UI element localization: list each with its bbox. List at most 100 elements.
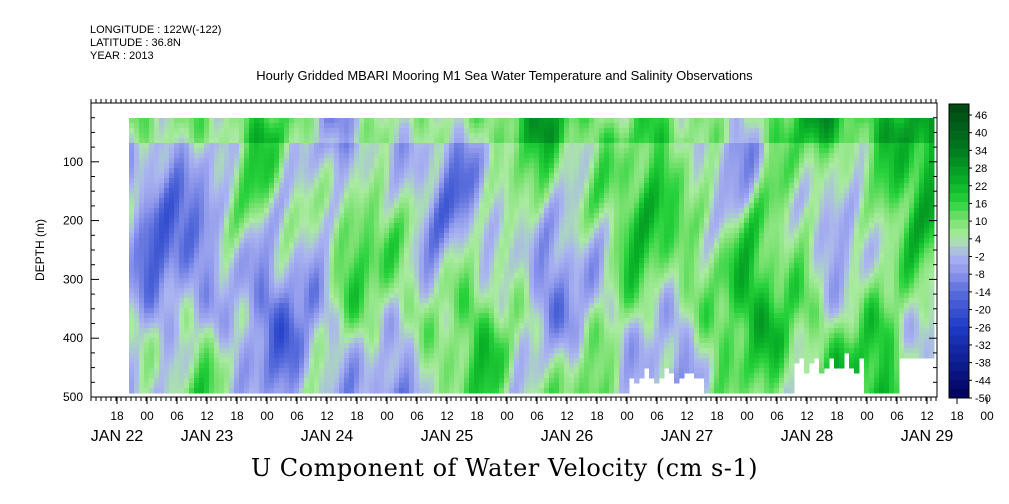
- heatmap-cell: [229, 373, 235, 379]
- heatmap-cell: [424, 218, 430, 224]
- heatmap-cell: [564, 153, 570, 159]
- heatmap-cell: [429, 358, 435, 364]
- heatmap-cell: [194, 173, 200, 179]
- heatmap-cell: [299, 178, 305, 184]
- heatmap-cell: [324, 238, 330, 244]
- heatmap-cell: [259, 128, 265, 134]
- heatmap-cell: [534, 233, 540, 239]
- heatmap-cell: [224, 283, 230, 289]
- heatmap-cell: [209, 158, 215, 164]
- heatmap-cell: [174, 308, 180, 314]
- heatmap-cell: [164, 308, 170, 314]
- heatmap-cell: [164, 283, 170, 289]
- heatmap-cell: [419, 383, 425, 389]
- heatmap-cell: [579, 213, 585, 219]
- heatmap-cell: [364, 343, 370, 349]
- heatmap-cell: [314, 253, 320, 259]
- heatmap-cell: [454, 348, 460, 354]
- heatmap-cell: [299, 288, 305, 294]
- heatmap-cell: [479, 323, 485, 329]
- heatmap-cell: [284, 183, 290, 189]
- heatmap-cell: [389, 328, 395, 334]
- heatmap-cell: [304, 148, 310, 154]
- heatmap-cell: [404, 308, 410, 314]
- heatmap-cell: [469, 328, 475, 334]
- heatmap-cell: [464, 208, 470, 214]
- heatmap-cell: [199, 258, 205, 264]
- heatmap-cell: [489, 328, 495, 334]
- heatmap-cell: [549, 128, 555, 134]
- heatmap-cell: [254, 223, 260, 229]
- heatmap-cell: [314, 218, 320, 224]
- heatmap-cell: [154, 313, 160, 319]
- heatmap-cell: [354, 263, 360, 269]
- heatmap-cell: [199, 293, 205, 299]
- heatmap-cell: [159, 163, 165, 169]
- heatmap-cell: [419, 263, 425, 269]
- heatmap-cell: [364, 328, 370, 334]
- heatmap-cell: [299, 188, 305, 194]
- heatmap-cell: [534, 378, 540, 384]
- heatmap-cell: [179, 118, 185, 124]
- heatmap-cell: [564, 118, 570, 124]
- heatmap-cell: [139, 173, 145, 179]
- heatmap-cell: [539, 198, 545, 204]
- heatmap-cell: [494, 268, 500, 274]
- heatmap-cell: [349, 273, 355, 279]
- heatmap-cell: [404, 278, 410, 284]
- heatmap-cell: [189, 368, 195, 374]
- heatmap-cell: [389, 168, 395, 174]
- heatmap-cell: [514, 178, 520, 184]
- heatmap-cell: [349, 183, 355, 189]
- heatmap-cell: [319, 378, 325, 384]
- heatmap-cell: [419, 358, 425, 364]
- heatmap-cell: [364, 138, 370, 144]
- heatmap-cell: [499, 233, 505, 239]
- heatmap-cell: [494, 273, 500, 279]
- heatmap-cell: [564, 188, 570, 194]
- heatmap-cell: [399, 253, 405, 259]
- heatmap-cell: [254, 353, 260, 359]
- heatmap-cell: [474, 273, 480, 279]
- heatmap-cell: [494, 138, 500, 144]
- heatmap-cell: [439, 233, 445, 239]
- heatmap-cell: [209, 308, 215, 314]
- heatmap-cell: [529, 263, 535, 269]
- heatmap-cell: [454, 123, 460, 129]
- heatmap-cell: [319, 323, 325, 329]
- heatmap-cell: [559, 228, 565, 234]
- heatmap-cell: [429, 308, 435, 314]
- heatmap-cell: [484, 198, 490, 204]
- heatmap-cell: [189, 173, 195, 179]
- heatmap-cell: [364, 238, 370, 244]
- heatmap-cell: [269, 253, 275, 259]
- heatmap-cell: [154, 288, 160, 294]
- heatmap-cell: [244, 138, 250, 144]
- heatmap-cell: [164, 348, 170, 354]
- heatmap-cell: [534, 353, 540, 359]
- heatmap-cell: [139, 378, 145, 384]
- heatmap-cell: [374, 388, 380, 394]
- heatmap-cell: [134, 253, 140, 259]
- heatmap-cell: [239, 338, 245, 344]
- heatmap-cell: [504, 368, 510, 374]
- heatmap-cell: [209, 228, 215, 234]
- heatmap-cell: [149, 228, 155, 234]
- heatmap-cell: [449, 188, 455, 194]
- heatmap-cell: [259, 298, 265, 304]
- heatmap-cell: [334, 208, 340, 214]
- heatmap-cell: [519, 153, 525, 159]
- heatmap-cell: [134, 278, 140, 284]
- heatmap-cell: [384, 268, 390, 274]
- heatmap-cell: [234, 138, 240, 144]
- heatmap-cell: [424, 358, 430, 364]
- heatmap-cell: [474, 388, 480, 394]
- heatmap-cell: [494, 128, 500, 134]
- heatmap-cell: [434, 313, 440, 319]
- heatmap-cell: [339, 328, 345, 334]
- heatmap-cell: [529, 173, 535, 179]
- heatmap-cell: [324, 148, 330, 154]
- heatmap-cell: [319, 328, 325, 334]
- heatmap-cell: [514, 328, 520, 334]
- heatmap-cell: [354, 238, 360, 244]
